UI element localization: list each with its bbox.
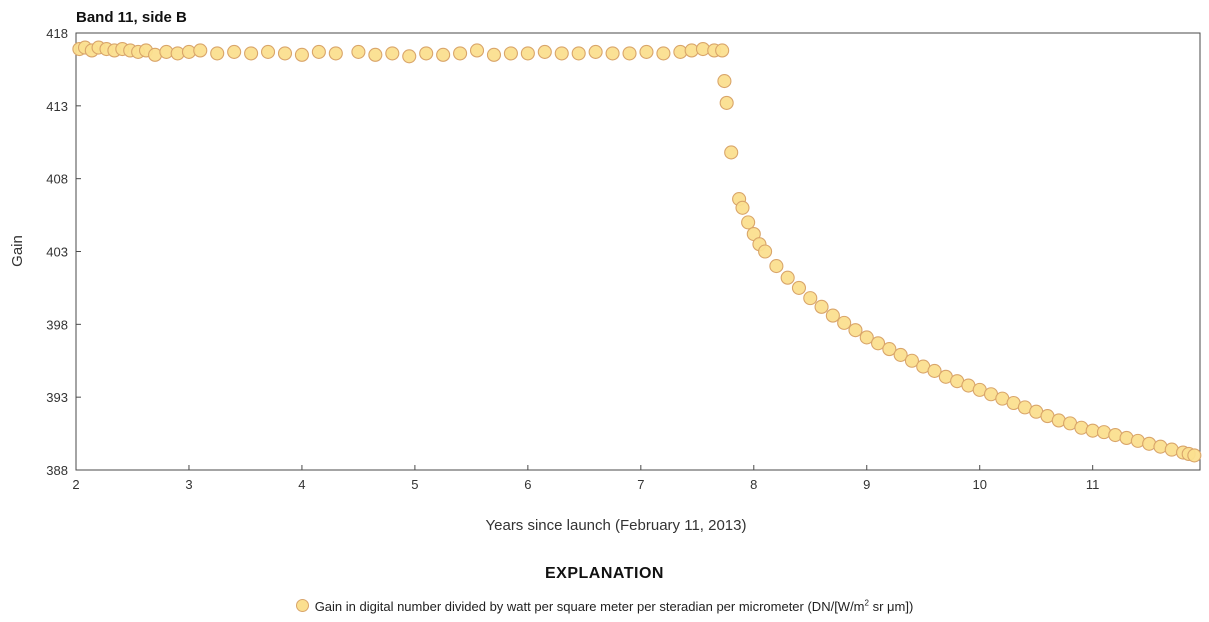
data-point [244, 46, 259, 61]
data-point [848, 323, 863, 338]
data-point [277, 46, 293, 61]
data-point [503, 46, 518, 61]
data-point [588, 44, 603, 59]
data-point [780, 270, 795, 285]
y-axis-ticks: 388 393 398 403 408 413 418 [46, 26, 81, 478]
explanation-heading: EXPLANATION [545, 565, 664, 582]
legend-label: Gain in digital number divided by watt p… [314, 599, 914, 615]
data-point [368, 47, 383, 62]
data-point [328, 46, 343, 61]
x-tick-label: 2 [72, 477, 79, 492]
data-point [758, 244, 773, 259]
data-point [537, 44, 552, 59]
data-point [227, 44, 242, 59]
y-tick-label: 418 [46, 26, 68, 41]
data-point [453, 46, 468, 61]
data-point [311, 44, 326, 59]
x-axis-ticks: 2 3 4 5 6 7 8 9 10 11 [72, 465, 1099, 492]
data-point [837, 315, 852, 330]
data-point [893, 347, 908, 362]
chart-title: Band 11, side B [76, 9, 187, 26]
data-point [469, 43, 485, 58]
data-point [486, 47, 502, 62]
data-point [622, 46, 637, 61]
x-tick-label: 7 [637, 477, 644, 492]
y-tick-label: 393 [46, 390, 68, 405]
data-point [1187, 448, 1202, 463]
data-point [520, 46, 535, 61]
data-point [803, 291, 818, 306]
data-point [639, 44, 654, 59]
data-point [904, 353, 919, 368]
legend-marker-icon [295, 599, 309, 613]
data-point [294, 47, 309, 62]
plot-frame [75, 32, 1201, 471]
x-tick-label: 8 [750, 477, 757, 492]
y-tick-label: 388 [46, 463, 68, 478]
data-points [72, 40, 1202, 463]
x-tick-label: 5 [411, 477, 418, 492]
data-point [260, 44, 276, 59]
data-point [715, 43, 730, 58]
y-tick-label: 398 [46, 317, 68, 332]
data-point [719, 95, 734, 110]
data-point [351, 44, 366, 59]
x-tick-label: 11 [1086, 477, 1100, 492]
y-tick-label: 408 [46, 172, 68, 187]
data-point [554, 46, 569, 61]
chart: Band 11, side B 2 3 4 5 6 7 8 9 10 11 388 393 398 40… [9, 9, 1202, 534]
data-point [419, 46, 434, 61]
data-point [814, 299, 829, 314]
x-tick-label: 4 [298, 477, 305, 492]
data-point [656, 46, 671, 61]
data-point [791, 280, 807, 295]
data-point [741, 215, 756, 230]
data-point [385, 46, 400, 61]
x-tick-label: 3 [185, 477, 192, 492]
data-point [436, 47, 451, 62]
x-tick-label: 6 [524, 477, 531, 492]
data-point [735, 200, 750, 215]
data-point [825, 308, 840, 323]
data-point [402, 49, 417, 64]
x-axis-label: Years since launch (February 11, 2013) [486, 517, 747, 534]
data-point [193, 43, 208, 58]
y-axis-label: Gain [9, 235, 26, 267]
data-point [571, 46, 586, 61]
x-tick-label: 10 [972, 477, 986, 492]
data-point [769, 259, 784, 274]
data-point [882, 342, 897, 357]
x-tick-label: 9 [863, 477, 870, 492]
data-point [210, 46, 225, 61]
data-point [605, 46, 620, 61]
y-tick-label: 413 [46, 99, 68, 114]
y-tick-label: 403 [46, 245, 68, 260]
data-point [859, 330, 874, 345]
data-point [871, 336, 886, 351]
data-point [927, 363, 942, 378]
data-point [724, 145, 739, 160]
legend: Gain in digital number divided by watt p… [0, 599, 1209, 614]
data-point [717, 74, 732, 89]
